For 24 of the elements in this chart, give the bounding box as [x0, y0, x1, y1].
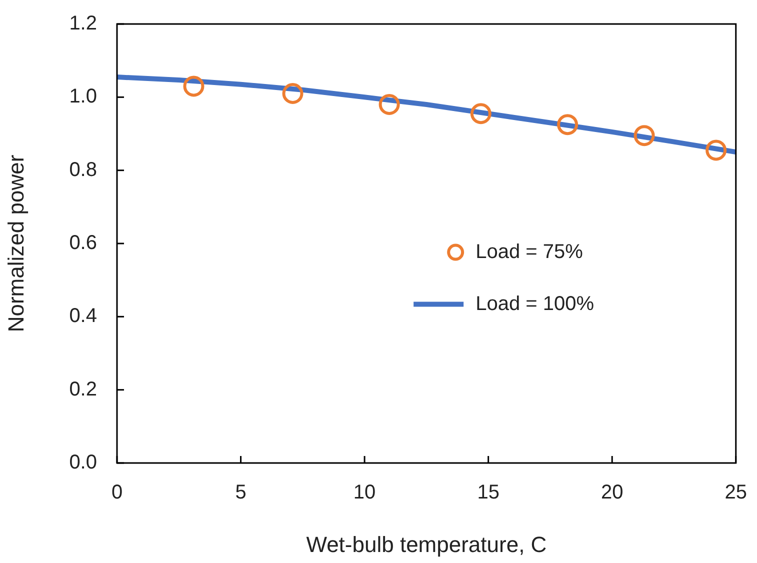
x-tick-label: 0 — [111, 482, 123, 504]
x-tick-label: 25 — [724, 482, 747, 504]
y-tick-label: 1.0 — [69, 86, 97, 108]
point — [634, 125, 655, 146]
y-tick-label: 0.4 — [69, 305, 97, 328]
point — [378, 94, 400, 115]
point — [282, 83, 304, 104]
y-tick-label: 0.8 — [69, 158, 97, 181]
y-tick-label: 0.6 — [69, 232, 97, 254]
point — [706, 140, 727, 161]
x-tick-label: 10 — [353, 482, 376, 504]
point — [183, 76, 204, 97]
x-tick-label: 15 — [477, 482, 500, 504]
y-tick-label: 1.2 — [69, 12, 97, 35]
x-tick-label: 5 — [235, 482, 246, 504]
legend-label: Load = 100% — [476, 292, 594, 315]
point — [557, 114, 578, 136]
y-tick-label: 0.2 — [69, 378, 97, 400]
y-axis-title: Normalized power — [3, 154, 28, 332]
legend-label: Load = 75% — [476, 240, 584, 263]
x-tick-label: 20 — [600, 482, 624, 504]
point — [470, 103, 492, 124]
y-tick-label: 0.0 — [69, 452, 97, 474]
x-axis-title: Wet-bulb temperature, C — [306, 532, 547, 557]
